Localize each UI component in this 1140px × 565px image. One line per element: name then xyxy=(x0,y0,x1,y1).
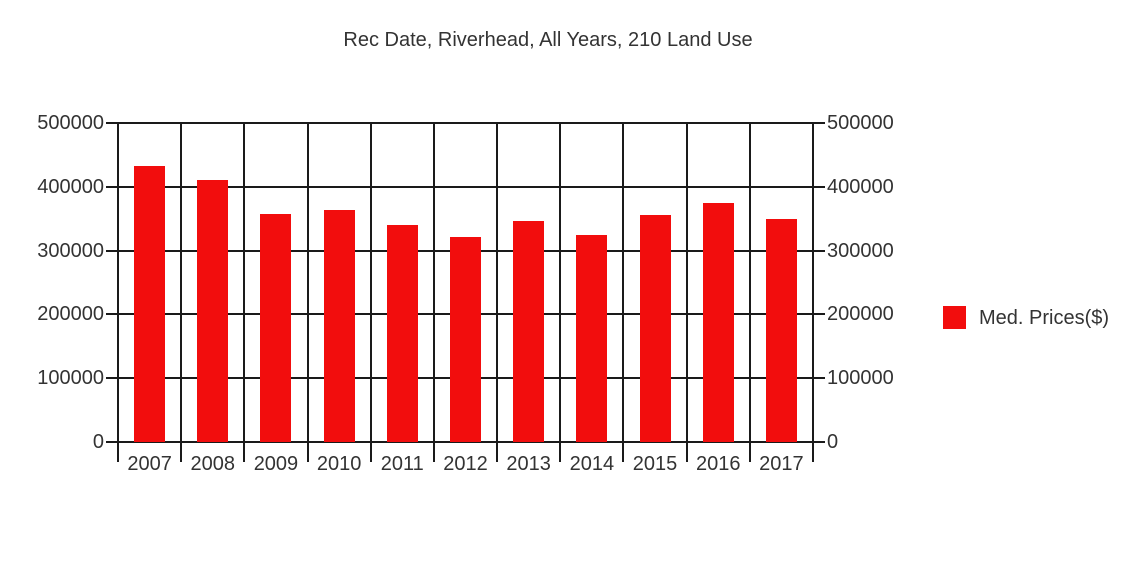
y-tick-right xyxy=(813,185,825,188)
v-gridline xyxy=(559,123,562,442)
v-gridline xyxy=(622,123,625,442)
legend-label: Med. Prices($) xyxy=(979,307,1110,329)
bar-2012 xyxy=(450,237,481,442)
y-tick-right xyxy=(813,377,825,380)
y-axis-label-left: 200000 xyxy=(37,303,104,326)
v-gridline xyxy=(812,123,814,442)
x-axis-label: 2010 xyxy=(316,453,362,475)
y-axis-label-left: 500000 xyxy=(37,112,104,134)
x-axis-label: 2011 xyxy=(380,453,424,475)
v-gridline xyxy=(685,123,688,442)
x-tick xyxy=(496,442,499,462)
x-axis-label: 2008 xyxy=(190,453,236,475)
x-tick xyxy=(748,442,751,462)
v-gridline xyxy=(180,123,183,442)
h-gridline xyxy=(118,441,813,443)
x-tick xyxy=(685,442,688,462)
bar-2011 xyxy=(386,225,418,442)
bar-2010 xyxy=(323,210,355,442)
bar-2014 xyxy=(576,235,608,442)
x-tick xyxy=(243,442,246,462)
x-axis-label: 2017 xyxy=(759,453,804,475)
x-axis-label: 2013 xyxy=(506,453,551,475)
x-axis-label: 2009 xyxy=(253,453,299,475)
x-tick xyxy=(306,442,309,462)
bar-2016 xyxy=(702,203,734,442)
x-axis-label: 2014 xyxy=(569,453,615,475)
y-axis-label-right: 500000 xyxy=(827,112,894,134)
bar-2017 xyxy=(765,219,797,442)
x-tick xyxy=(559,442,562,462)
x-axis-label: 2016 xyxy=(695,453,741,475)
legend-swatch-red-square xyxy=(943,306,966,329)
bar-2007 xyxy=(134,166,166,442)
y-axis-label-right: 400000 xyxy=(827,175,894,198)
y-axis-label-right: 300000 xyxy=(827,239,894,262)
x-axis-label: 2012 xyxy=(443,453,488,475)
y-tick-left xyxy=(106,122,118,124)
v-gridline xyxy=(432,123,435,442)
x-tick xyxy=(622,442,625,462)
v-gridline xyxy=(496,123,499,442)
bar-2015 xyxy=(639,215,671,442)
x-tick xyxy=(432,442,435,462)
bar-2008 xyxy=(197,180,229,442)
bar-2009 xyxy=(260,214,292,442)
y-tick-left xyxy=(106,249,118,252)
y-tick-left xyxy=(106,441,118,443)
chart-title: Rec Date, Riverhead, All Years, 210 Land… xyxy=(343,29,753,51)
x-axis-label: 2015 xyxy=(632,453,678,475)
v-gridline xyxy=(748,123,751,442)
y-tick-left xyxy=(106,377,118,380)
v-gridline xyxy=(243,123,246,442)
y-axis-label-right: 200000 xyxy=(827,303,894,326)
y-tick-right xyxy=(813,441,825,443)
y-tick-left xyxy=(106,313,118,316)
x-axis-label: 2007 xyxy=(127,453,172,475)
h-gridline xyxy=(118,185,813,188)
x-tick xyxy=(180,442,183,462)
x-tick xyxy=(812,442,814,462)
y-axis-label-right: 100000 xyxy=(827,367,894,390)
x-tick xyxy=(369,442,372,462)
y-tick-right xyxy=(813,313,825,316)
y-tick-right xyxy=(813,249,825,252)
y-tick-left xyxy=(106,185,118,188)
y-tick-right xyxy=(813,122,825,124)
v-gridline xyxy=(369,123,372,442)
bar-2013 xyxy=(513,221,545,442)
x-tick xyxy=(117,442,119,462)
y-axis-label-left: 0 xyxy=(92,431,104,453)
y-axis-label-left: 100000 xyxy=(37,367,104,390)
v-gridline xyxy=(306,123,309,442)
y-axis-label-left: 300000 xyxy=(37,239,104,262)
y-axis-label-right: 0 xyxy=(827,431,839,453)
h-gridline xyxy=(118,122,813,124)
y-axis-label-left: 400000 xyxy=(37,175,104,198)
v-gridline xyxy=(117,123,119,442)
